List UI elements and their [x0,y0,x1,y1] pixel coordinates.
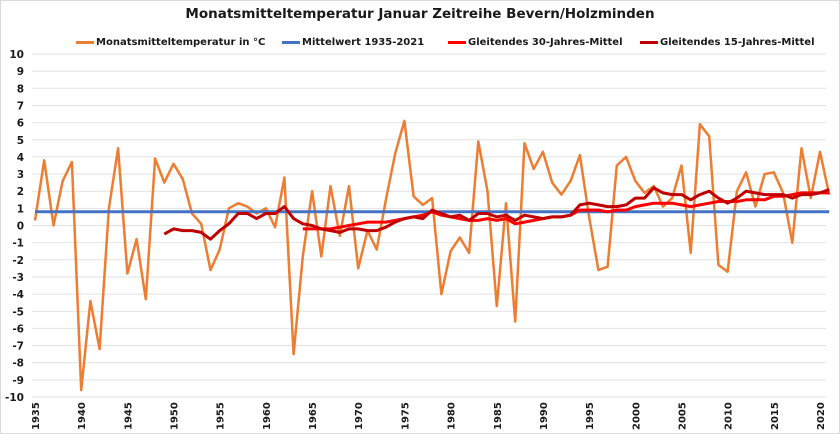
y-tick-label: -7 [12,341,24,353]
series-lines [33,119,831,392]
x-tick-label: 1950 [170,402,181,430]
y-tick-label: -9 [12,375,24,387]
legend-swatch-15yr [640,41,658,44]
legend-swatch-mean [282,41,300,44]
y-tick-label: -4 [12,289,24,301]
y-tick-label: 10 [9,49,24,61]
legend-label-30yr: Gleitendes 30-Jahres-Mittel [468,37,623,48]
x-tick-label: 1935 [31,402,42,430]
y-tick-label: -1 [12,238,24,250]
x-tick-label: 1940 [77,402,88,430]
x-tick-label: 2010 [724,402,735,430]
legend: Monatsmitteltemperatur in °C Mittelwert … [0,37,840,51]
x-tick-label: 1990 [539,402,550,430]
series-15yr-moving-average [163,186,830,241]
legend-swatch-30yr [448,41,466,44]
y-tick-label: 1 [17,203,24,215]
x-tick-label: 1945 [123,402,134,430]
y-tick-label: 5 [17,135,24,147]
y-tick-label: -5 [12,306,24,318]
y-tick-label: 9 [17,66,24,78]
y-tick-label: -10 [5,392,24,404]
x-tick-label: 1960 [262,402,273,430]
y-tick-label: 7 [17,100,24,112]
x-tick-label: 1965 [308,402,319,430]
legend-swatch-monthly [76,41,94,44]
y-tick-label: -3 [12,272,24,284]
x-axis-ticks: 1935 1940 1945 1950 1955 1960 1965 1970 1975 1980… [31,402,827,430]
x-tick-label: 2005 [677,402,688,430]
series-monthly-temperature [33,119,831,392]
x-tick-label: 2000 [631,402,642,430]
x-tick-label: 1970 [354,402,365,430]
legend-item-30yr: Gleitendes 30-Jahres-Mittel [448,37,623,48]
y-tick-label: 3 [17,169,24,181]
x-tick-label: 1980 [447,402,458,430]
x-tick-label: 1975 [400,402,411,430]
legend-item-15yr: Gleitendes 15-Jahres-Mittel [640,37,815,48]
y-tick-label: 0 [17,221,24,233]
y-tick-label: -6 [12,323,24,335]
gridlines [32,53,826,398]
legend-item-monthly: Monatsmitteltemperatur in °C [76,37,265,48]
x-tick-label: 1955 [216,402,227,430]
legend-label-mean: Mittelwert 1935-2021 [302,37,425,48]
chart-title: Monatsmitteltemperatur Januar Zeitreihe … [185,6,655,22]
y-tick-label: 8 [17,83,24,95]
x-tick-label: 2015 [770,402,781,430]
x-tick-label: 2020 [816,402,827,430]
y-tick-label: 6 [17,118,24,130]
legend-item-mean: Mittelwert 1935-2021 [282,37,424,48]
legend-label-monthly: Monatsmitteltemperatur in °C [96,37,266,48]
legend-label-15yr: Gleitendes 15-Jahres-Mittel [660,37,815,48]
x-tick-label: 1995 [585,402,596,430]
y-tick-label: 4 [17,152,24,164]
y-tick-label: 2 [17,186,24,198]
y-tick-label: -8 [12,358,24,370]
x-tick-label: 1985 [493,402,504,430]
y-tick-label: -2 [12,255,24,267]
